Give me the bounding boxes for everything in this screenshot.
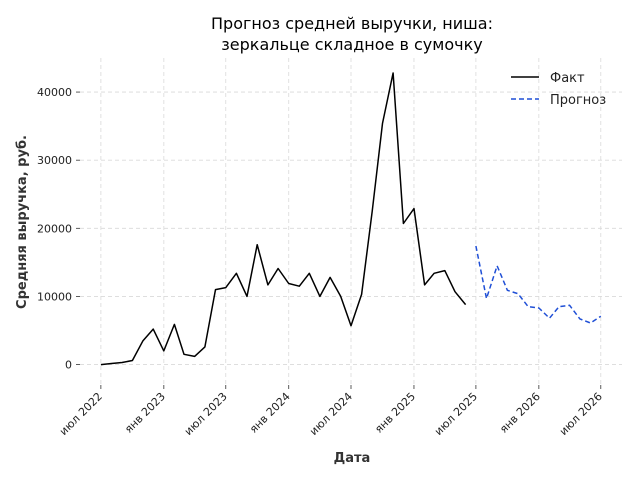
- chart-title-line-1: Прогноз средней выручки, ниша:: [211, 14, 493, 33]
- series-line-fact: [100, 72, 467, 366]
- legend: Факт Прогноз: [511, 71, 606, 108]
- y-tick-label: 0: [65, 359, 72, 372]
- chart-title-line-2: зеркальце складное в сумочку: [221, 35, 482, 54]
- grid: [80, 58, 622, 385]
- x-axis-label: Дата: [334, 451, 371, 466]
- legend-label: Факт: [550, 71, 585, 86]
- y-tick-label: 40000: [37, 86, 72, 99]
- series-layer: [100, 72, 602, 366]
- y-axis-label: Средняя выручка, руб.: [15, 135, 30, 309]
- y-tick-label: 30000: [37, 154, 72, 167]
- series-line-forecast: [475, 245, 602, 324]
- legend-label: Прогноз: [550, 93, 606, 108]
- y-tick-label: 10000: [37, 290, 72, 303]
- y-axis: 0 10000 20000 30000 40000: [37, 86, 80, 372]
- y-tick-label: 20000: [37, 222, 72, 235]
